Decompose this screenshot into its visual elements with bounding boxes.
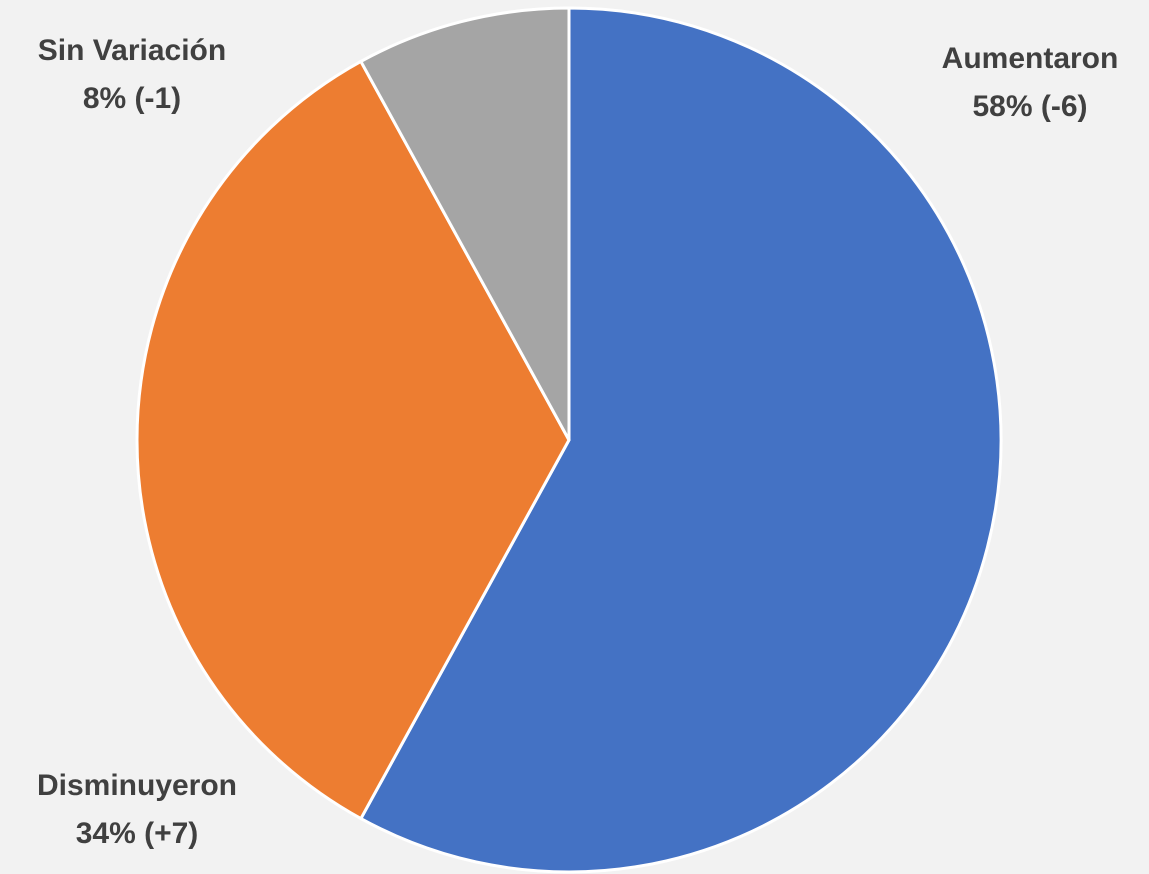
slice-label: Aumentaron bbox=[942, 42, 1119, 75]
pie-slice bbox=[358, 6, 571, 441]
slice-value-label: 34% (+7) bbox=[76, 817, 199, 850]
slice-value-label: 58% (-6) bbox=[972, 90, 1087, 123]
slice-label: Sin Variación bbox=[38, 34, 226, 67]
pie-slice bbox=[358, 6, 1003, 874]
pie-slice bbox=[135, 59, 571, 821]
slice-value-label: 8% (-1) bbox=[83, 82, 181, 115]
slice-label: Disminuyeron bbox=[37, 769, 237, 802]
